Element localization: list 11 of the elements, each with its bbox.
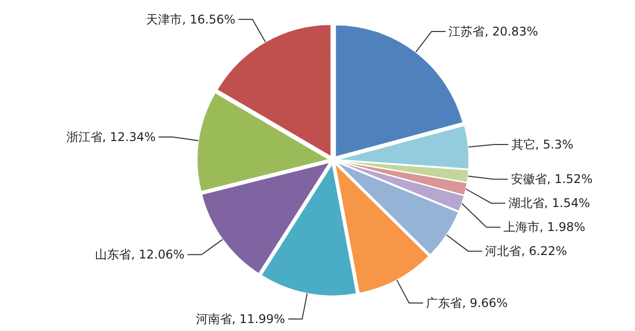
- slice-label: 河北省, 6.22%: [485, 244, 567, 258]
- slice-label: 安徽省, 1.52%: [510, 172, 593, 186]
- slice-label: 天津市, 16.56%: [146, 12, 236, 26]
- slice-label: 河南省, 11.99%: [196, 312, 286, 326]
- slice-label: 江苏省, 20.83%: [448, 24, 538, 38]
- slice-label: 广东省, 9.66%: [426, 296, 508, 310]
- slice-label: 山东省, 12.06%: [95, 248, 185, 262]
- slice-label: 其它, 5.3%: [511, 138, 574, 152]
- slice-label: 湖北省, 1.54%: [508, 196, 590, 210]
- slice-label: 上海市, 1.98%: [503, 220, 586, 234]
- slice-label: 浙江省, 12.34%: [66, 130, 156, 144]
